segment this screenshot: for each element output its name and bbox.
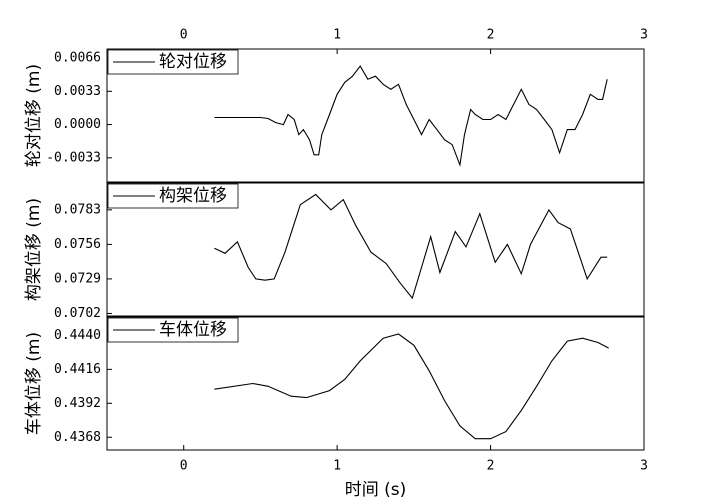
x-axis-label: 时间 (s) (345, 480, 407, 500)
x-tick-label: 0 (180, 459, 188, 474)
y-tick-label: 0.0066 (54, 51, 101, 66)
plot-frame (106, 48, 645, 183)
x-tick-label: 3 (640, 459, 648, 474)
x-tick-label: 3 (640, 28, 648, 43)
y-tick-label: 0.4392 (54, 396, 101, 411)
data-line (214, 333, 609, 440)
y-tick-label: 0.0783 (54, 202, 101, 217)
y-tick-label: -0.0033 (46, 150, 101, 165)
legend-label: 轮对位移 (159, 52, 227, 72)
legend-label: 构架位移 (159, 186, 227, 206)
x-tick-label: 1 (333, 459, 341, 474)
data-line (214, 65, 608, 168)
plot-frame (106, 182, 645, 317)
y-tick-label: 0.4416 (54, 362, 101, 377)
y-tick-label: 0.0033 (54, 84, 101, 99)
y-tick-label: 0.4440 (54, 328, 101, 343)
x-tick-label: 2 (487, 459, 495, 474)
y-axis-label: 车体位移 (m) (24, 332, 44, 435)
y-axis-label: 构架位移 (m) (24, 198, 44, 301)
y-tick-label: 0.0000 (54, 117, 101, 132)
legend-box (107, 317, 239, 343)
legend-label: 车体位移 (159, 320, 227, 340)
data-line (214, 193, 608, 300)
x-tick-label: 1 (333, 28, 341, 43)
x-tick-label: 0 (180, 28, 188, 43)
x-tick-label: 2 (487, 28, 495, 43)
y-tick-label: 0.0756 (54, 237, 101, 252)
y-axis-label: 轮对位移 (m) (24, 64, 44, 167)
y-tick-label: 0.0702 (54, 306, 101, 321)
plot-frame (106, 316, 645, 451)
y-tick-label: 0.0729 (54, 271, 101, 286)
y-tick-label: 0.4368 (54, 430, 101, 445)
